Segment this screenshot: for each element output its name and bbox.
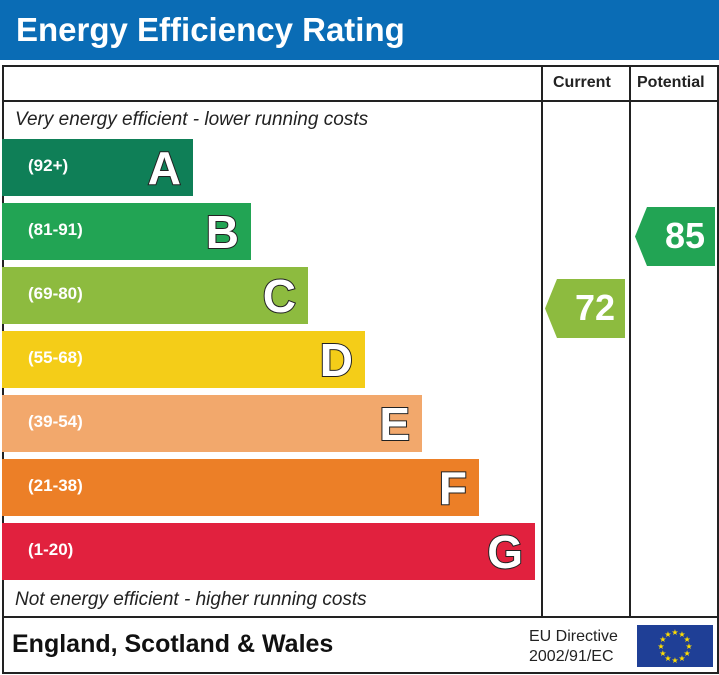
band-letter: A: [147, 141, 182, 195]
band-bar-a: (92+) A: [2, 139, 193, 196]
star-icon: ★: [671, 628, 678, 637]
region-label: England, Scotland & Wales: [12, 630, 334, 658]
star-icon: ★: [659, 649, 666, 658]
star-icon: ★: [659, 635, 666, 644]
top-note: Very energy efficient - lower running co…: [15, 109, 369, 130]
band-bar-c: (69-80) C: [2, 267, 308, 324]
star-icon: ★: [678, 654, 685, 663]
column-header-current: Current: [553, 74, 611, 91]
eu-flag-icon: ★ ★ ★ ★ ★ ★ ★ ★ ★ ★ ★ ★: [637, 625, 713, 667]
page-title: Energy Efficiency Rating: [16, 11, 405, 48]
star-icon: ★: [664, 654, 671, 663]
star-icon: ★: [671, 656, 678, 665]
star-icon: ★: [684, 635, 691, 644]
band-letter: D: [319, 333, 354, 387]
directive-line1: EU Directive: [529, 628, 618, 645]
band-range: (69-80): [28, 284, 83, 303]
band-letter: F: [438, 461, 468, 515]
band-range: (39-54): [28, 412, 83, 431]
footer-divider: [2, 616, 717, 618]
eu-directive: EU Directive 2002/91/EC: [529, 627, 618, 667]
band-range: (1-20): [28, 540, 74, 559]
band-range: (55-68): [28, 348, 83, 367]
current-rating-arrow: 72: [545, 279, 625, 338]
band-bar-f: (21-38) F: [2, 459, 479, 516]
header-row-divider: [2, 100, 717, 102]
column-header-potential: Potential: [637, 74, 705, 91]
band-bar-g: (1-20) G: [2, 523, 535, 580]
star-icon: ★: [684, 649, 691, 658]
potential-rating-arrow: 85: [635, 207, 715, 266]
star-icon: ★: [678, 630, 685, 639]
band-letter: E: [378, 397, 411, 451]
column-divider: [629, 65, 631, 617]
band-bar-e: (39-54) E: [2, 395, 422, 452]
star-icon: ★: [664, 630, 671, 639]
band-range: (21-38): [28, 476, 83, 495]
band-letter: G: [486, 525, 524, 579]
column-divider: [541, 65, 543, 617]
bottom-note: Not energy efficient - higher running co…: [15, 589, 367, 610]
band-bar-d: (55-68) D: [2, 331, 365, 388]
band-letter: B: [205, 205, 240, 259]
band-letter: C: [262, 269, 297, 323]
directive-line2: 2002/91/EC: [529, 648, 614, 665]
star-icon: ★: [685, 642, 692, 651]
star-icon: ★: [657, 642, 664, 651]
band-bar-b: (81-91) B: [2, 203, 251, 260]
current-rating-value: 72: [574, 287, 615, 328]
band-range: (92+): [28, 156, 69, 175]
header-bar: Energy Efficiency Rating: [0, 0, 719, 60]
potential-rating-value: 85: [664, 215, 705, 256]
band-range: (81-91): [28, 220, 83, 239]
